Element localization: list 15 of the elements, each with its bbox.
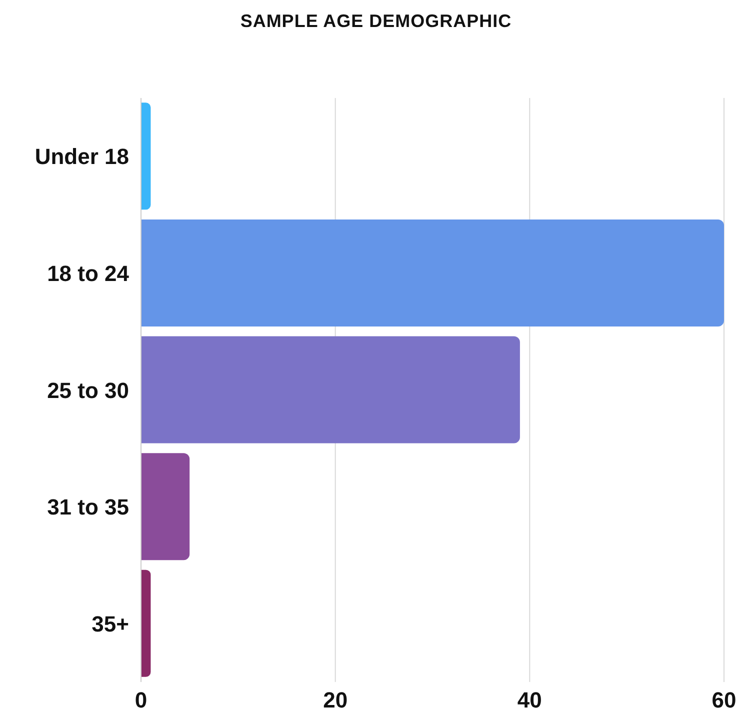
bar [141,219,724,326]
x-tick-label: 40 [517,688,542,713]
y-tick-label: 18 to 24 [47,261,130,286]
bar [141,336,520,444]
bar [141,102,151,210]
y-tick-label: Under 18 [34,144,129,170]
bar [141,453,190,560]
y-tick-label: 35+ [92,611,129,636]
bar [141,570,151,677]
x-tick-label: 0 [134,688,148,713]
chart-title: SAMPLE AGE DEMOGRAPHIC [239,10,513,33]
y-tick-label: 31 to 35 [47,494,129,520]
x-tick-label: 60 [712,688,736,713]
y-tick-label: 25 to 30 [47,378,129,403]
x-tick-label: 20 [323,688,348,713]
